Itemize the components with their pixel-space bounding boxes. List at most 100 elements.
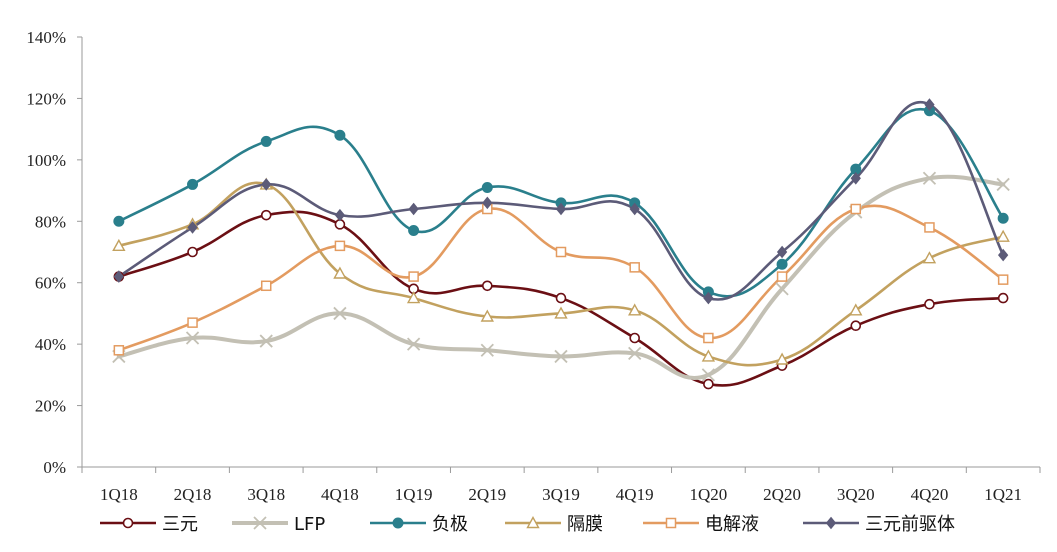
legend-marker <box>526 516 540 529</box>
data-point-series-4 <box>997 274 1009 285</box>
data-point-series-4 <box>850 203 862 215</box>
data-point-series-5 <box>998 248 1009 262</box>
chart-axes <box>77 36 1041 473</box>
data-point-series-5 <box>629 202 640 216</box>
data-point-series-5 <box>703 291 714 305</box>
data-point-series-5 <box>850 171 861 185</box>
data-point-series-0 <box>850 320 862 332</box>
x-tick-label: 4Q19 <box>616 485 654 504</box>
x-tick-label: 3Q19 <box>542 485 580 504</box>
data-point-series-2 <box>334 129 346 141</box>
data-point-series-2 <box>260 135 272 147</box>
data-point-series-4 <box>187 317 198 328</box>
data-point-series-4 <box>408 271 419 282</box>
data-point-series-1 <box>996 177 1010 192</box>
data-point-series-0 <box>260 209 272 221</box>
data-point-series-2 <box>187 178 199 190</box>
y-tick-label: 20% <box>35 397 66 416</box>
data-point-series-3 <box>922 251 937 264</box>
x-tick-label: 2Q18 <box>174 485 212 504</box>
data-point-series-4 <box>334 240 346 252</box>
data-point-series-4 <box>629 262 640 273</box>
x-tick-label: 3Q20 <box>837 485 875 504</box>
y-axis-tick-labels: 0% 20% 40% 60% 80% 100% 120% 140% <box>26 28 66 477</box>
x-tick-label: 3Q18 <box>247 485 285 504</box>
data-point-series-3 <box>701 349 716 362</box>
data-point-series-2 <box>776 258 788 270</box>
data-point-series-0 <box>187 246 198 258</box>
legend-marker <box>825 516 837 530</box>
data-point-series-1 <box>259 334 273 348</box>
x-tick-label: 1Q19 <box>395 485 433 504</box>
series-markers <box>112 98 1010 390</box>
legend-marker <box>122 517 134 529</box>
y-tick-label: 140% <box>26 28 66 47</box>
data-point-series-4 <box>776 271 788 282</box>
data-point-series-4 <box>113 345 125 356</box>
legend-label: LFP <box>294 514 325 535</box>
data-point-series-1 <box>480 343 494 357</box>
data-point-series-5 <box>408 202 419 216</box>
legend-label: 隔膜 <box>567 514 603 535</box>
legend-marker <box>253 516 267 530</box>
data-point-series-0 <box>629 332 640 344</box>
data-point-series-0 <box>482 280 493 292</box>
data-point-series-1 <box>554 349 568 364</box>
data-point-series-5 <box>482 196 493 210</box>
data-point-series-3 <box>628 303 642 316</box>
data-point-series-3 <box>480 309 494 322</box>
data-point-series-3 <box>849 303 863 316</box>
x-tick-label: 1Q21 <box>984 485 1022 504</box>
data-point-series-1 <box>185 331 200 345</box>
data-point-series-5 <box>187 221 198 234</box>
legend-label: 负极 <box>432 514 468 535</box>
legend: 三元 LFP 负极 隔膜 电解液 三元前驱体 <box>100 514 955 535</box>
legend-label: 电解液 <box>705 514 759 535</box>
y-tick-label: 40% <box>35 335 66 354</box>
y-tick-label: 0% <box>43 458 66 477</box>
data-point-series-2 <box>481 182 493 193</box>
legend-label: 三元前驱体 <box>865 514 955 535</box>
data-point-series-4 <box>260 280 272 292</box>
data-point-series-3 <box>996 229 1010 242</box>
y-tick-label: 120% <box>26 89 66 108</box>
data-point-series-3 <box>112 238 126 252</box>
data-point-series-1 <box>775 282 789 296</box>
data-point-series-1 <box>333 306 347 321</box>
data-point-series-4 <box>703 332 714 344</box>
data-point-series-1 <box>628 346 642 360</box>
data-point-series-3 <box>775 352 789 365</box>
legend-marker <box>392 517 404 529</box>
x-tick-label: 2Q19 <box>468 485 506 504</box>
data-point-series-3 <box>554 306 568 319</box>
data-point-series-1 <box>701 368 716 382</box>
y-tick-label: 100% <box>26 151 66 170</box>
data-point-series-1 <box>406 337 421 351</box>
data-point-series-0 <box>703 378 714 390</box>
data-point-series-1 <box>922 171 937 185</box>
legend-marker <box>665 517 677 529</box>
data-point-series-5 <box>334 208 346 222</box>
x-tick-label: 4Q20 <box>911 485 949 504</box>
series-line-4 <box>117 204 1005 352</box>
series-lines <box>116 100 1006 387</box>
data-point-series-0 <box>555 292 567 304</box>
data-point-series-2 <box>997 212 1009 224</box>
x-tick-label: 4Q18 <box>321 485 359 504</box>
data-point-series-5 <box>776 245 788 259</box>
data-point-series-4 <box>555 246 567 258</box>
data-point-series-2 <box>113 215 125 227</box>
data-point-series-4 <box>924 222 935 233</box>
data-point-series-0 <box>997 292 1009 304</box>
x-tick-label: 1Q20 <box>689 485 727 504</box>
legend-label: 三元 <box>162 514 198 535</box>
data-point-series-5 <box>261 178 272 191</box>
y-tick-label: 80% <box>35 212 66 231</box>
data-point-series-3 <box>406 291 421 304</box>
x-tick-label: 2Q20 <box>763 485 801 504</box>
data-point-series-5 <box>924 98 935 111</box>
x-tick-label: 1Q18 <box>100 485 138 504</box>
x-axis-tick-labels: 1Q18 2Q18 3Q18 4Q18 1Q19 2Q19 3Q19 4Q19 1Q20 2Q20… <box>100 485 1022 504</box>
data-point-series-5 <box>113 270 124 283</box>
